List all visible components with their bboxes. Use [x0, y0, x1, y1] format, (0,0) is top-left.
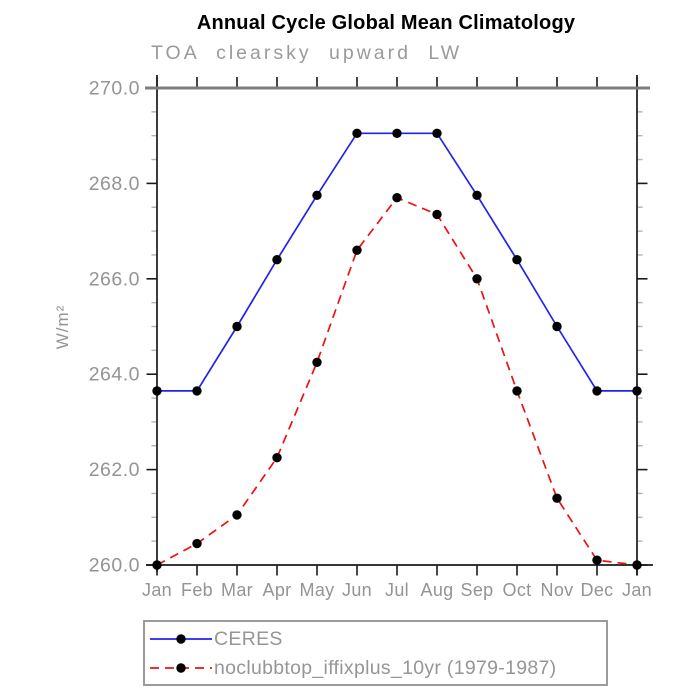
- legend-label-ceres: CERES: [214, 627, 283, 650]
- y-tick-label: 270.0: [89, 78, 140, 100]
- data-point-series-0: [592, 386, 602, 396]
- data-point-series-1: [552, 493, 562, 503]
- month-tick-label: Mar: [221, 580, 253, 600]
- legend-label-noclubbtop: noclubbtop_iffixplus_10yr (1979-1987): [214, 656, 557, 679]
- data-point-series-1: [232, 510, 242, 520]
- data-point-series-1: [312, 357, 322, 367]
- data-point-series-0: [272, 255, 282, 265]
- legend-marker-dot: [176, 663, 186, 673]
- month-tick-label: Oct: [503, 580, 532, 600]
- data-point-series-1: [512, 386, 522, 396]
- series-line-1: [156, 196, 638, 566]
- month-tick-label: Jan: [142, 580, 172, 600]
- chart-title: Annual Cycle Global Mean Climatology: [196, 12, 576, 34]
- data-point-series-1: [392, 193, 402, 203]
- data-point-series-1: [352, 245, 362, 255]
- y-tick-label: 262.0: [89, 459, 140, 481]
- legend-item-ceres: CERES: [149, 625, 283, 653]
- legend: CERES noclubbtop_iffixplus_10yr (1979-19…: [143, 620, 608, 686]
- data-point-series-0: [152, 386, 162, 396]
- month-tick-label: Aug: [421, 580, 454, 600]
- data-point-series-1: [632, 560, 642, 570]
- month-tick-label: May: [300, 580, 335, 600]
- month-tick-label: Jul: [385, 580, 409, 600]
- month-tick-label: Dec: [581, 580, 614, 600]
- data-point-series-0: [552, 321, 562, 332]
- data-point-series-0: [392, 128, 402, 139]
- data-point-series-1: [272, 452, 282, 463]
- y-tick-label: 264.0: [89, 364, 140, 386]
- y-tick-label: 266.0: [89, 268, 140, 290]
- month-tick-label: Feb: [181, 580, 213, 600]
- data-point-series-1: [432, 209, 442, 220]
- data-point-series-1: [152, 560, 162, 570]
- month-tick-label: Apr: [263, 580, 292, 600]
- month-tick-label: Sep: [461, 580, 494, 600]
- data-point-series-0: [512, 255, 522, 265]
- y-tick-label: 260.0: [89, 555, 140, 577]
- legend-sample-dashed-line: [150, 663, 212, 673]
- legend-sample-solid-line: [150, 634, 212, 644]
- data-point-series-0: [632, 386, 642, 396]
- month-tick-label: Jan: [622, 580, 652, 600]
- month-tick-label: Nov: [541, 580, 574, 600]
- data-point-series-0: [352, 128, 362, 139]
- legend-item-noclubbtop: noclubbtop_iffixplus_10yr (1979-1987): [149, 654, 556, 682]
- y-tick-label: 268.0: [89, 173, 140, 195]
- y-axis-title: W/m²: [53, 305, 72, 350]
- month-tick-label: Jun: [342, 580, 372, 600]
- chart-subtitle: TOA clearsky upward LW: [151, 42, 463, 64]
- series-line-0: [157, 132, 637, 392]
- data-point-series-0: [312, 190, 322, 201]
- data-point-series-1: [192, 538, 202, 549]
- data-point-series-0: [192, 386, 202, 396]
- data-point-series-1: [592, 555, 602, 565]
- data-point-series-1: [472, 274, 482, 284]
- data-point-series-0: [472, 190, 482, 201]
- data-point-series-0: [232, 321, 242, 332]
- legend-marker-dot: [176, 634, 186, 644]
- data-point-series-0: [432, 128, 442, 139]
